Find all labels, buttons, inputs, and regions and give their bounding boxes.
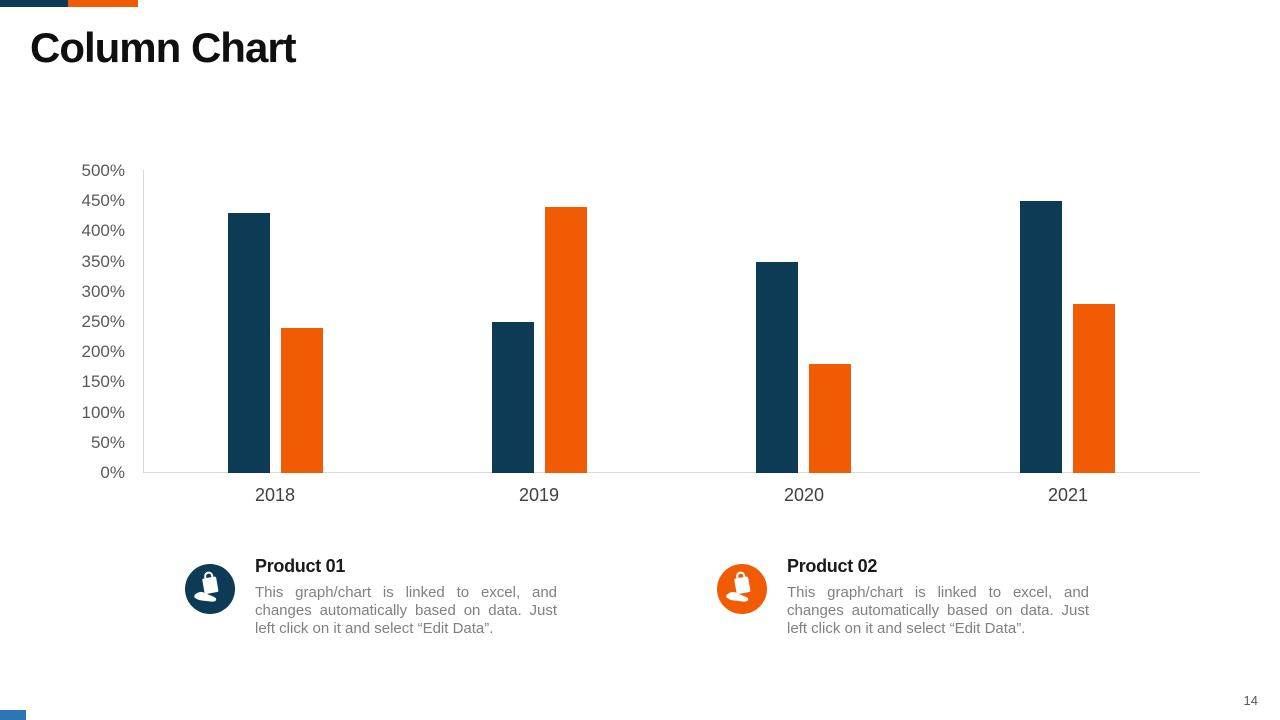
y-axis-line: [143, 170, 144, 473]
top-accent-orange-segment: [68, 0, 138, 7]
bar-product-01-2019[interactable]: [492, 322, 534, 473]
hand-holding-bag-icon: [717, 564, 767, 614]
top-accent-bar: [0, 0, 138, 7]
y-axis-tick-label: 200%: [81, 342, 125, 362]
x-axis-category-label: 2020: [783, 485, 825, 505]
x-axis-category-label: 2021: [1047, 485, 1089, 505]
hand-holding-bag-icon: [185, 564, 235, 614]
x-axis-category-label: 2018: [254, 485, 296, 505]
top-accent-navy-segment: [0, 0, 68, 7]
column-chart[interactable]: 0% 50% 100% 150% 200% 250% 300% 350% 400% 450% 500…: [0, 0, 1280, 520]
legend-item-description: This graph/chart is linked to excel, and…: [787, 584, 1089, 637]
legend-item-description: This graph/chart is linked to excel, and…: [255, 584, 557, 637]
x-axis-line: [143, 472, 1200, 473]
y-axis-tick-label: 500%: [81, 161, 125, 180]
x-axis-category-label: 2019: [518, 485, 560, 505]
y-axis-tick-label: 250%: [81, 312, 125, 331]
bar-product-02-2018[interactable]: [281, 328, 323, 473]
y-axis-tick-label: 400%: [81, 221, 125, 241]
y-axis-tick-label: 350%: [81, 251, 125, 271]
legend-item-title: Product 02: [787, 556, 878, 576]
y-axis-tick-label: 50%: [90, 432, 125, 452]
y-axis-tick-label: 450%: [81, 191, 125, 211]
footer-accent-bar: [0, 710, 26, 720]
slide-title: Column Chart: [30, 24, 297, 71]
bar-product-02-2020[interactable]: [809, 364, 851, 473]
bar-product-01-2018[interactable]: [228, 213, 270, 473]
legend-item-title: Product 01: [255, 556, 346, 576]
y-axis-tick-label: 300%: [81, 281, 125, 301]
bar-product-01-2021[interactable]: [1020, 201, 1062, 473]
bar-product-02-2019[interactable]: [545, 207, 587, 473]
y-axis-tick-label: 150%: [81, 372, 125, 392]
bar-product-02-2021[interactable]: [1073, 304, 1115, 473]
y-axis-tick-label: 0%: [100, 463, 125, 482]
page-number: 14: [1243, 693, 1258, 708]
bar-product-01-2020[interactable]: [756, 262, 798, 473]
y-axis-tick-label: 100%: [81, 402, 125, 422]
